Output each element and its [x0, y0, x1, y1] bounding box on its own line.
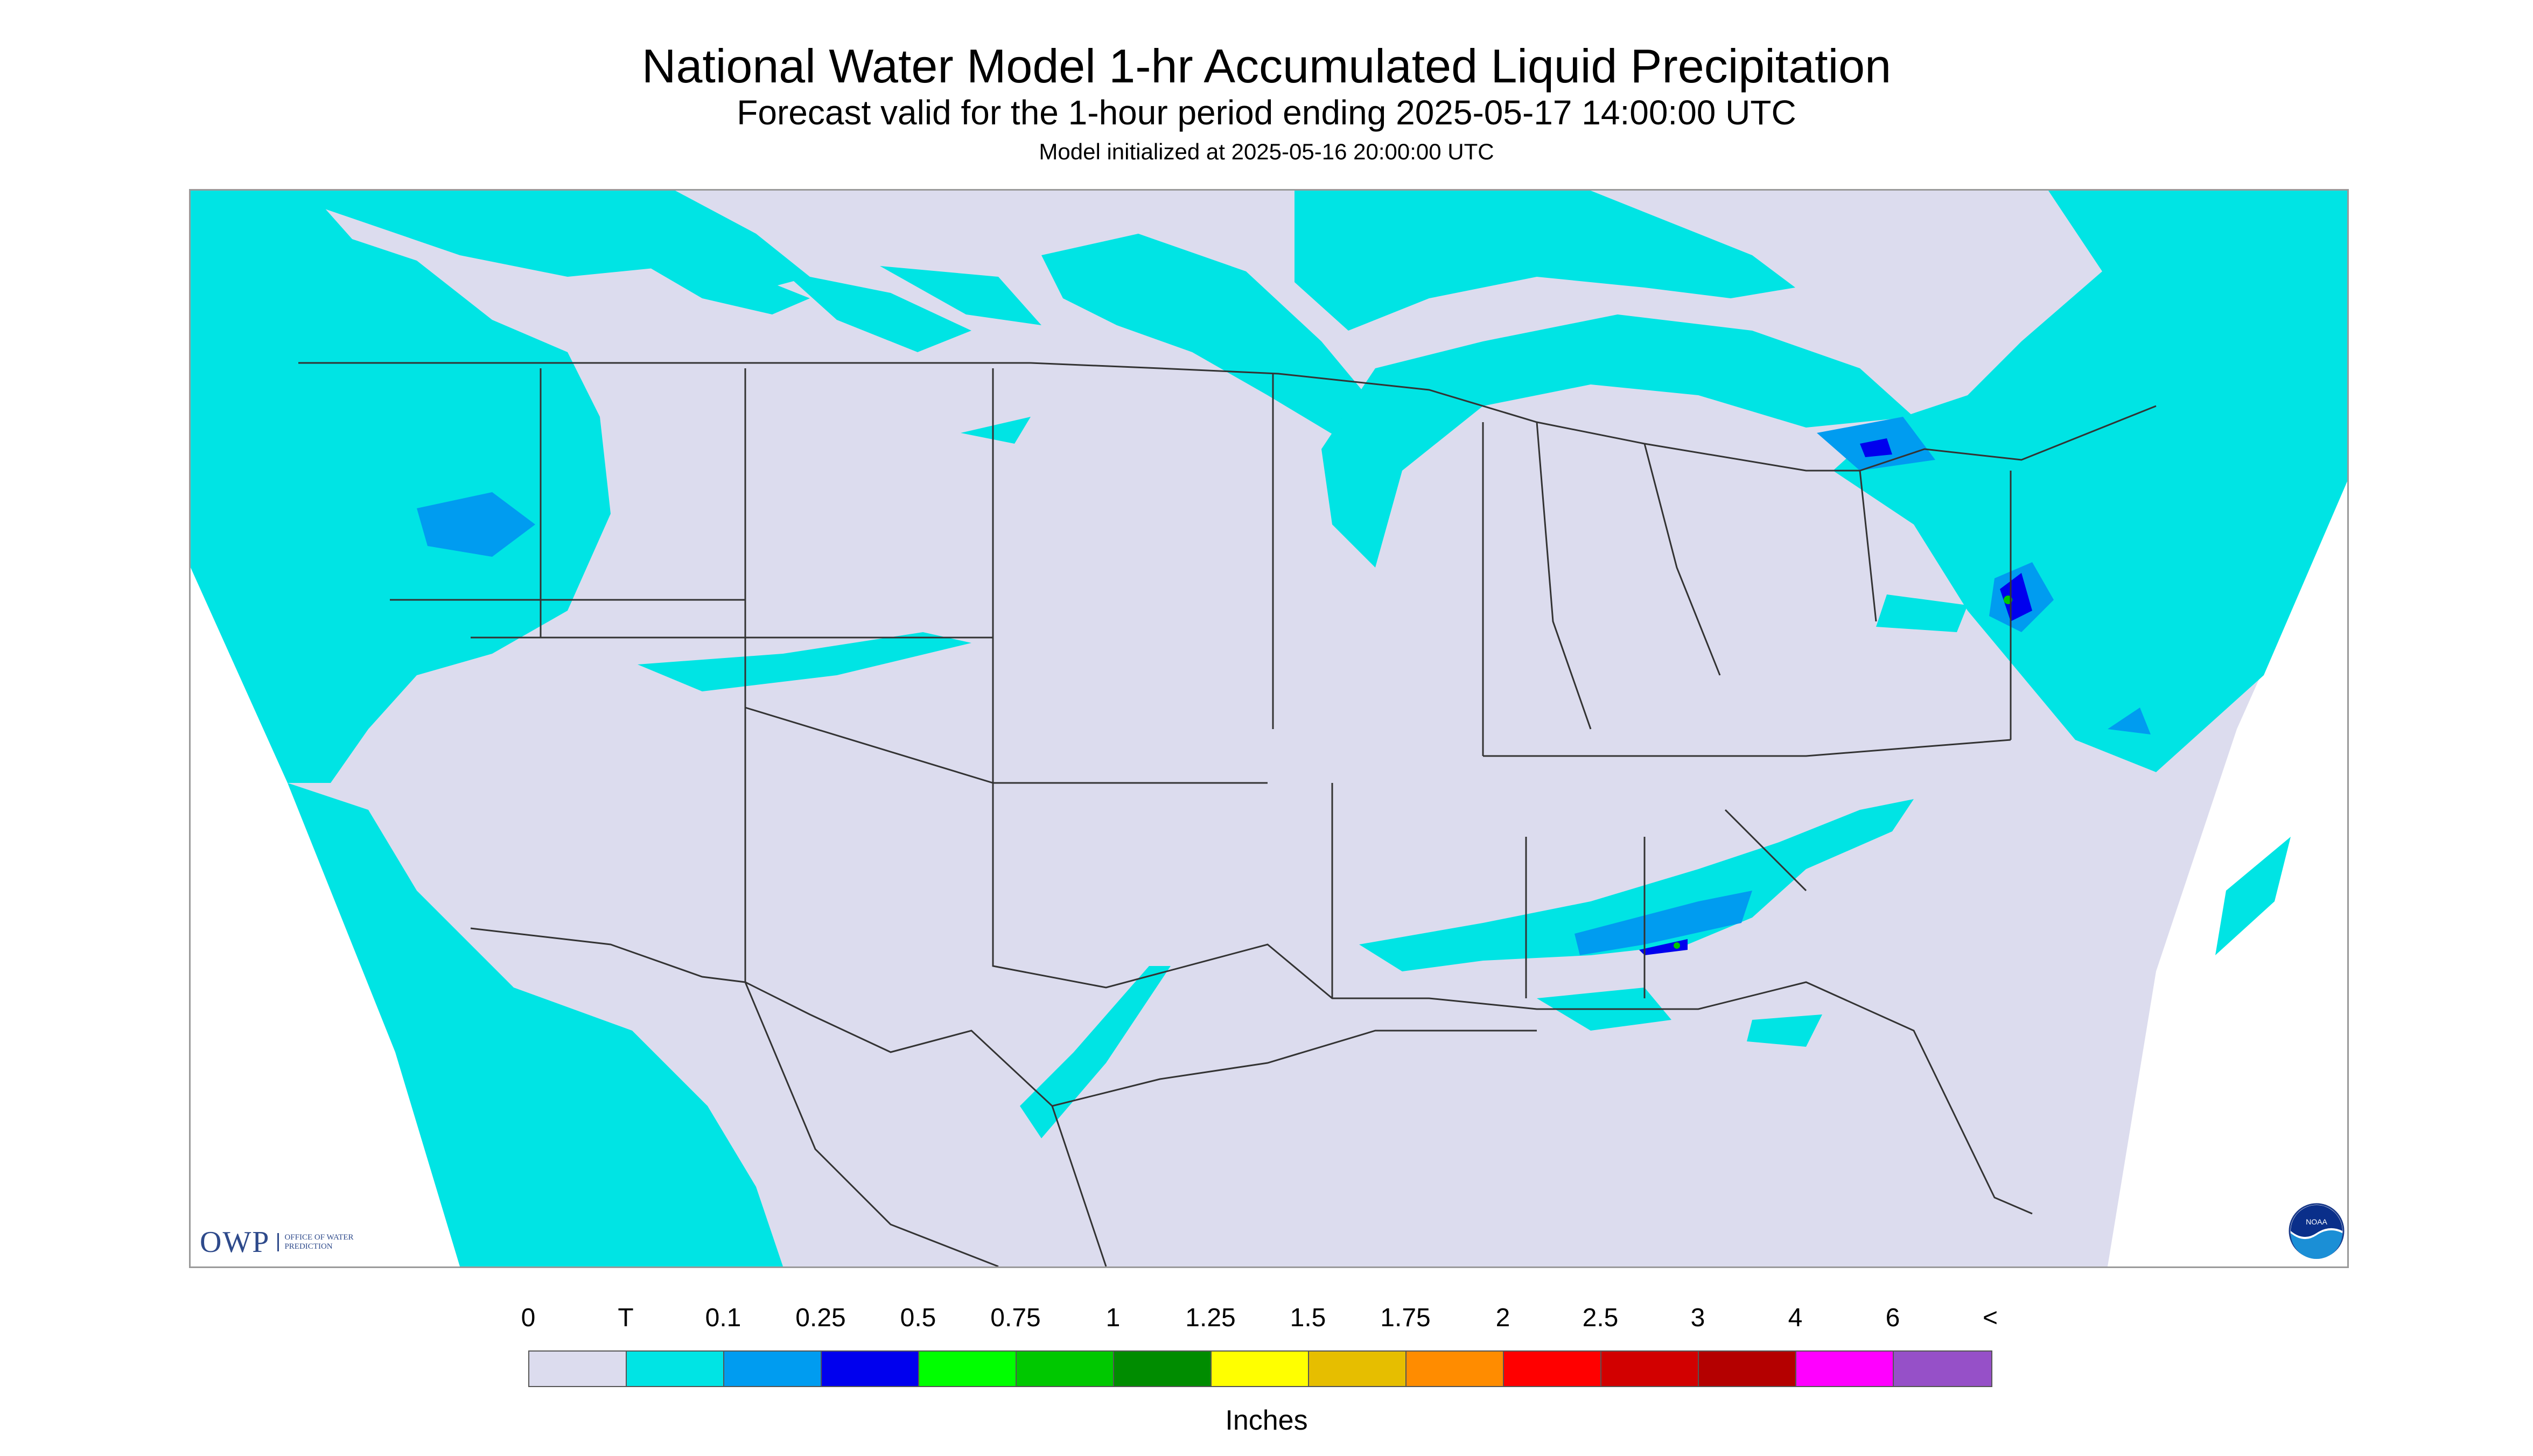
model-init-text: Model initialized at 2025-05-16 20:00:00…: [1039, 139, 1494, 164]
legend-swatch: [1894, 1352, 1991, 1386]
owp-logo-subtitle: Office of Water Prediction: [277, 1233, 365, 1251]
state-boundaries: [298, 362, 2157, 1266]
legend-swatch: [529, 1352, 627, 1386]
noaa-logo-icon: NOAA: [2289, 1203, 2345, 1259]
map-canvas: [191, 191, 2347, 1266]
precip-trace-layer: [191, 191, 2347, 1266]
legend-color-bar: [528, 1350, 1992, 1387]
chart-subtitle: Forecast valid for the 1-hour period end…: [737, 93, 1796, 132]
legend-swatch: [822, 1352, 919, 1386]
legend-label: 0.25: [795, 1304, 846, 1332]
legend-labels: 0 T 0.1 0.25 0.5 0.75 1 1.25 1.5 1.75 2 2.5 3 4 6 <: [0, 1303, 2533, 1341]
legend-swatch: [1309, 1352, 1407, 1386]
legend-swatch: [1796, 1352, 1894, 1386]
map-domain-land: [191, 191, 2347, 1266]
legend-label: 1.75: [1380, 1304, 1431, 1332]
legend-label: T: [618, 1304, 634, 1332]
legend-label: 0.5: [900, 1304, 936, 1332]
legend-swatch: [1114, 1352, 1212, 1386]
legend-swatch: [1017, 1352, 1114, 1386]
owp-logo-word: OWP: [200, 1226, 270, 1259]
owp-logo: OWP Office of Water Prediction: [200, 1225, 365, 1259]
legend-swatch: [724, 1352, 822, 1386]
legend-label: 2: [1495, 1304, 1510, 1332]
legend-label: 2.5: [1582, 1304, 1619, 1332]
precip-light-layer: [417, 417, 2151, 955]
precip-moderate-layer: [1639, 438, 2032, 955]
legend-label: 0.1: [705, 1304, 741, 1332]
legend-label: 3: [1690, 1304, 1705, 1332]
legend-label: 4: [1788, 1304, 1803, 1332]
legend-label: 0.75: [990, 1304, 1041, 1332]
legend-label: 6: [1885, 1304, 1900, 1332]
chart-title: National Water Model 1-hr Accumulated Li…: [641, 39, 1892, 93]
legend-label: 0: [521, 1304, 536, 1332]
svg-text:NOAA: NOAA: [2306, 1217, 2327, 1226]
legend-swatch: [627, 1352, 724, 1386]
legend-label: 1.5: [1290, 1304, 1326, 1332]
legend-label: 1.25: [1185, 1304, 1236, 1332]
legend-swatch: [1699, 1352, 1796, 1386]
legend-swatch: [919, 1352, 1017, 1386]
precipitation-map: [189, 189, 2349, 1268]
legend-units: Inches: [1225, 1405, 1308, 1436]
legend-swatch: [1407, 1352, 1504, 1386]
legend-swatch: [1212, 1352, 1309, 1386]
legend-label: <: [1982, 1304, 1998, 1332]
legend-label: 1: [1105, 1304, 1121, 1332]
legend-swatch: [1504, 1352, 1601, 1386]
legend-swatch: [1601, 1352, 1699, 1386]
